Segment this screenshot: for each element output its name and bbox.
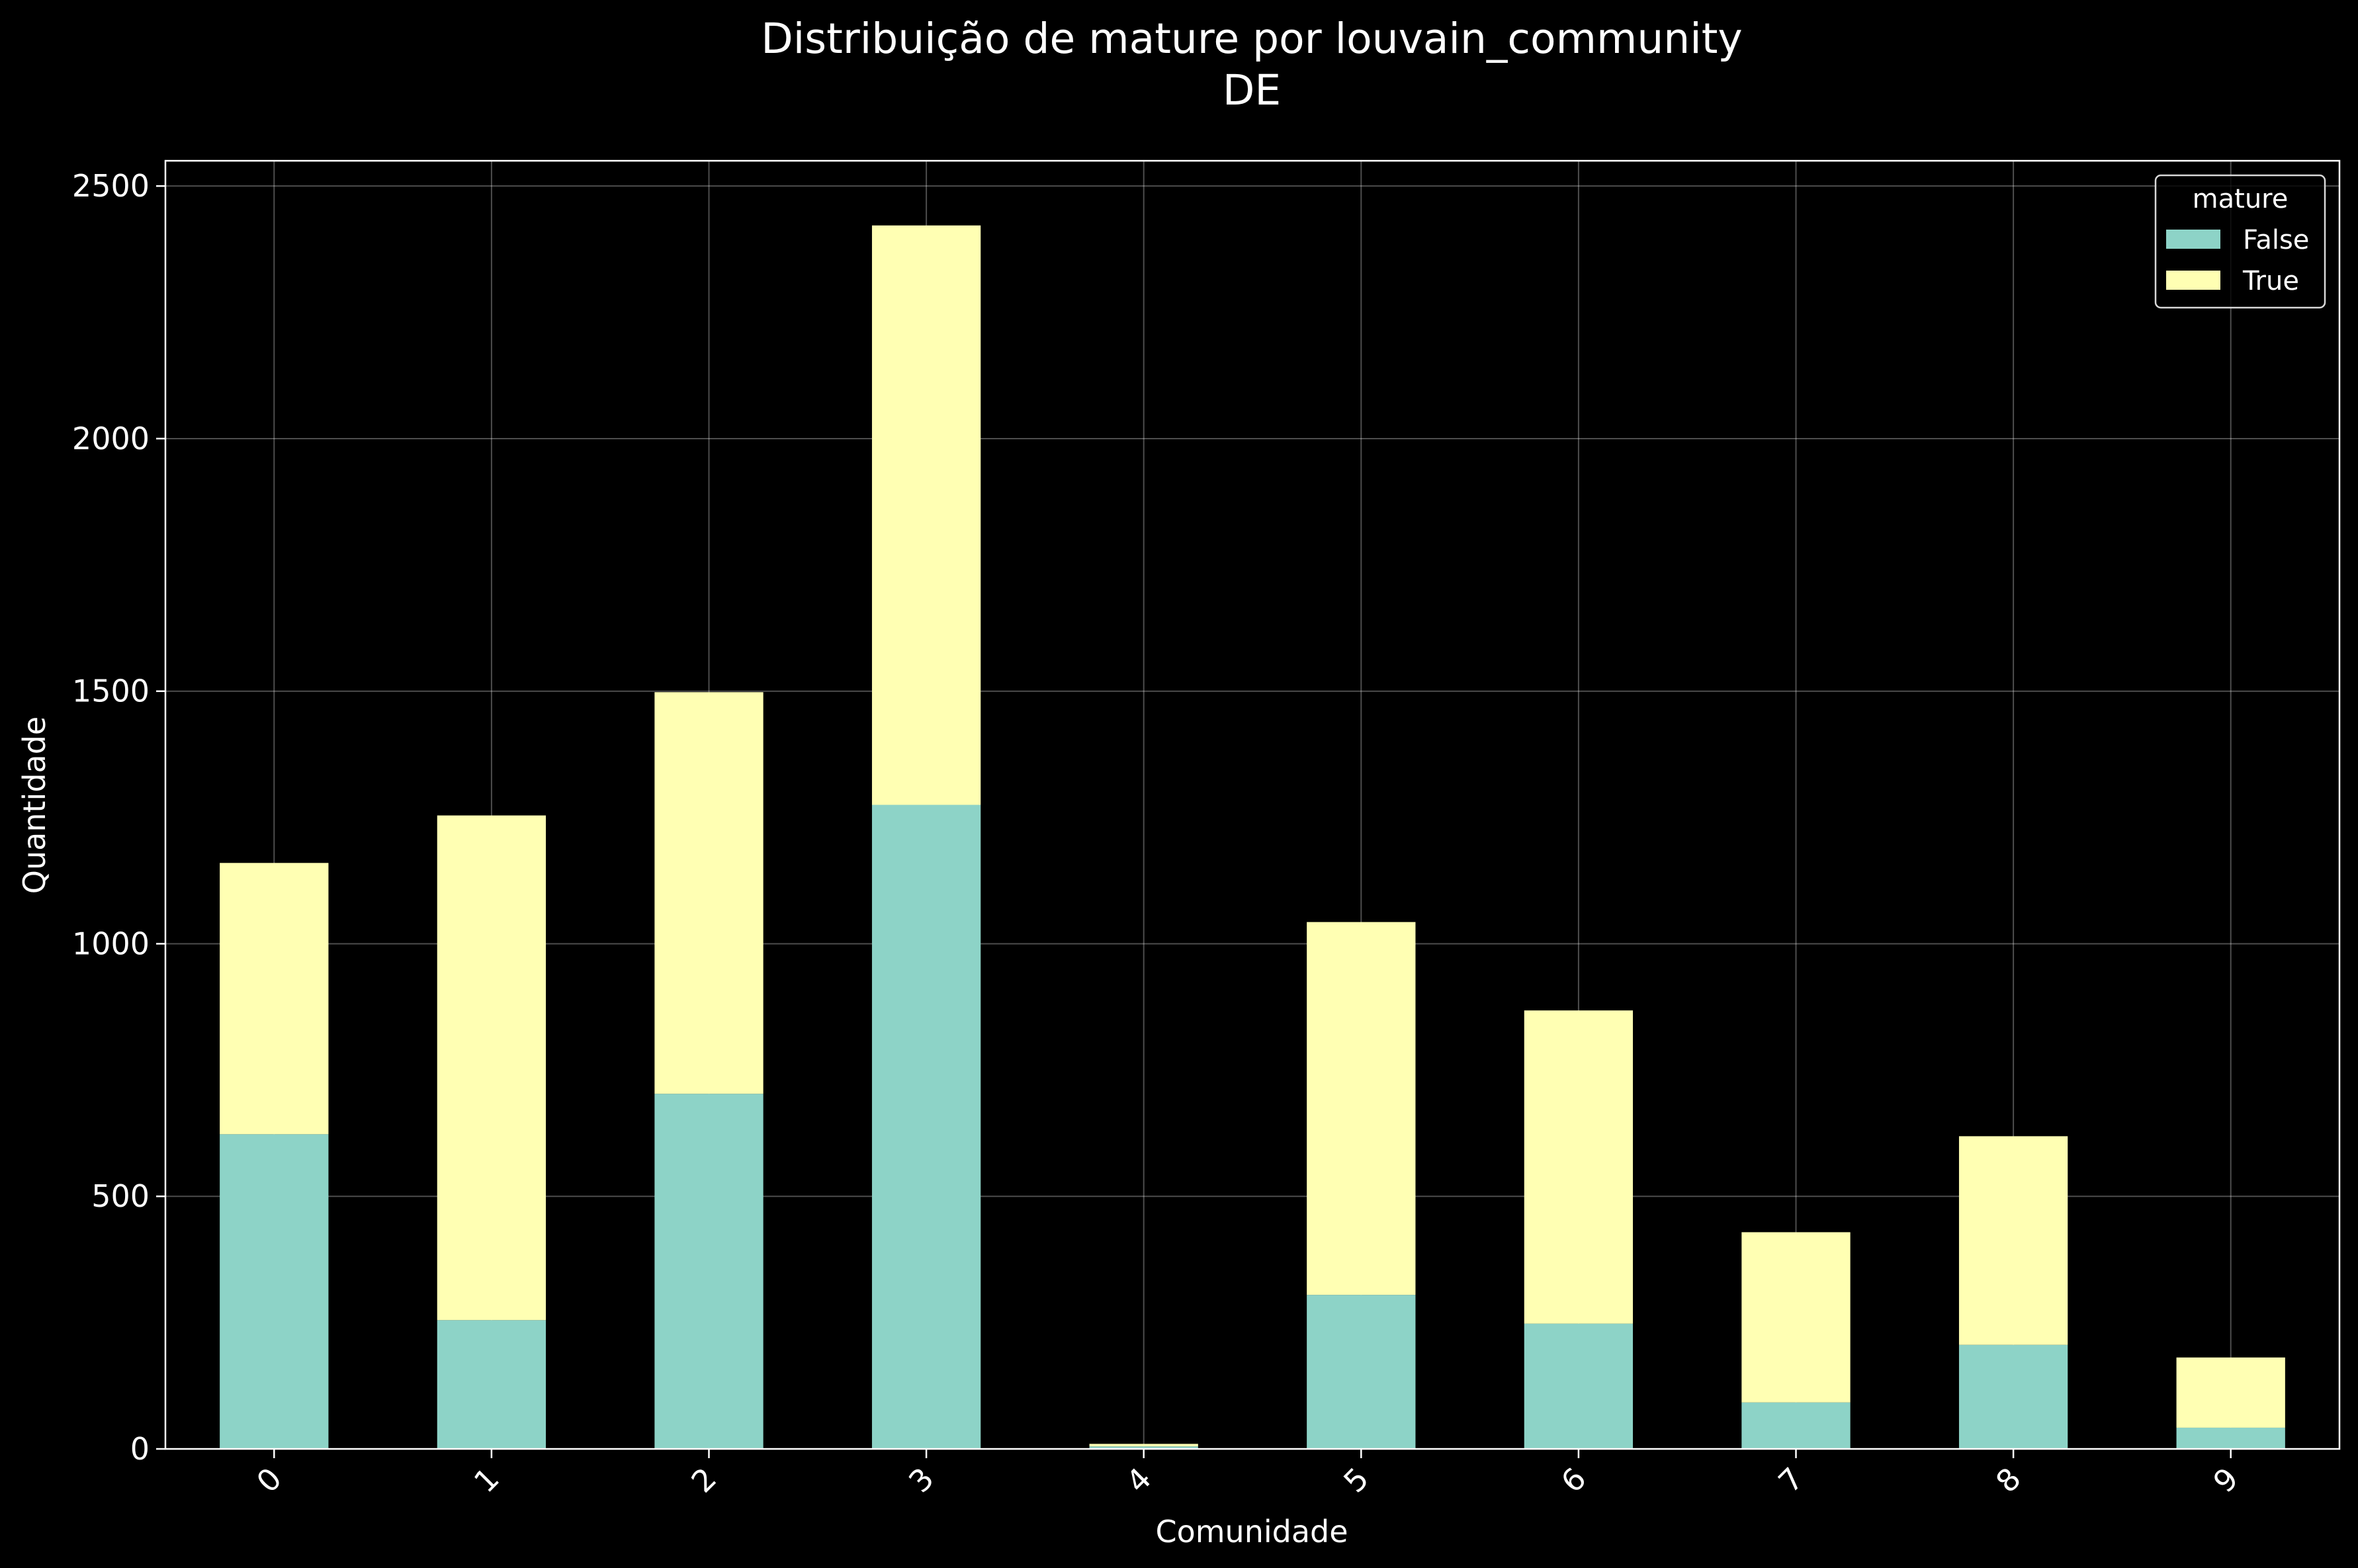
y-axis-label: Quantidade [17, 717, 52, 894]
bar-false-6 [1524, 1323, 1634, 1449]
bar-false-5 [1307, 1295, 1416, 1449]
bar-true-3 [871, 225, 981, 805]
y-tick-label: 1000 [72, 926, 150, 961]
bar-true-8 [1958, 1136, 2068, 1345]
bar-true-4 [1089, 1444, 1198, 1447]
bar-false-3 [871, 805, 981, 1449]
bar-false-8 [1958, 1344, 2068, 1449]
legend-title: mature [2193, 184, 2289, 214]
legend-label-true: True [2242, 266, 2299, 296]
legend: mature False True [2154, 174, 2326, 309]
y-tick-label: 1500 [72, 674, 150, 709]
chart-title: Distribuição de mature por louvain_commu… [761, 15, 1742, 63]
y-tick-label: 2500 [72, 168, 150, 204]
y-tick-label: 500 [91, 1178, 150, 1214]
bar-true-6 [1524, 1010, 1634, 1324]
bar-true-2 [654, 692, 764, 1094]
bar-true-1 [437, 815, 546, 1321]
bar-false-9 [2176, 1427, 2285, 1449]
bars [220, 225, 2285, 1449]
bar-true-5 [1307, 922, 1416, 1295]
plot-frame [164, 159, 2341, 1450]
y-tick-label: 0 [130, 1431, 150, 1467]
bar-false-1 [437, 1320, 546, 1449]
chart-subtitle: DE [1223, 66, 1281, 114]
bar-true-7 [1741, 1232, 1851, 1403]
legend-swatch-false [2166, 230, 2220, 249]
legend-label-false: False [2243, 225, 2309, 255]
bar-true-0 [220, 863, 329, 1135]
x-axis-label: Comunidade [1155, 1514, 1348, 1549]
bar-false-2 [654, 1094, 764, 1449]
bar-false-7 [1741, 1402, 1851, 1449]
bar-false-0 [220, 1134, 329, 1449]
y-tick-label: 2000 [72, 421, 150, 457]
bar-false-4 [1089, 1446, 1198, 1449]
legend-swatch-true [2166, 271, 2220, 290]
bar-true-9 [2176, 1357, 2285, 1428]
